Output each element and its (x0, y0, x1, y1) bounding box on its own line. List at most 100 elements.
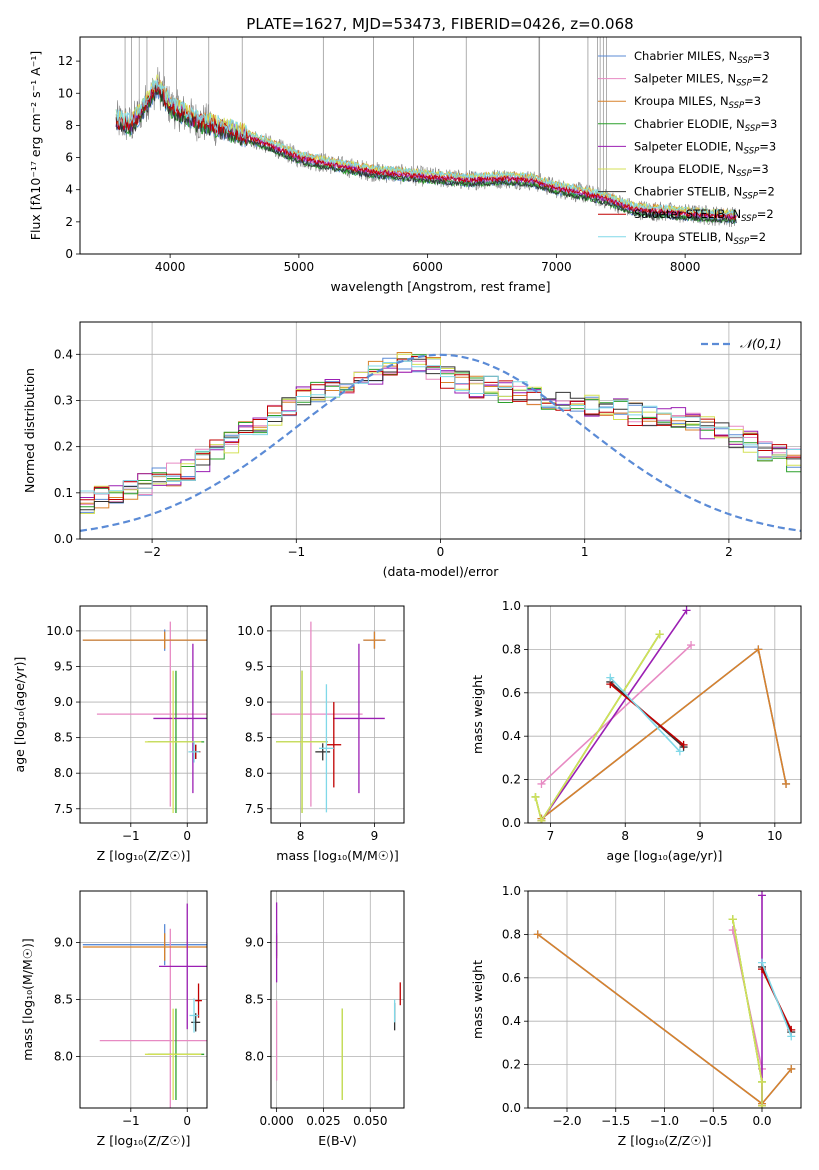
y-tick-label: 0.4 (502, 729, 521, 743)
model-histogram (80, 357, 801, 513)
y-axis-label: mass weight (470, 960, 485, 1039)
y-tick-label: 0.6 (502, 686, 521, 700)
y-tick-label: 0.8 (502, 927, 521, 941)
legend-entry: Chabrier MILES, NSSP=3 (634, 49, 770, 66)
weight-marker (728, 915, 737, 924)
weight-line (534, 633, 661, 823)
y-tick-label: 8.0 (54, 1050, 73, 1064)
y-tick-label: 10 (58, 86, 73, 100)
x-tick-label: −0.5 (699, 1114, 728, 1128)
legend-value: =2 (752, 72, 769, 86)
x-tick-label: 0 (437, 545, 445, 559)
weight-marker (537, 816, 546, 823)
x-tick-label: 0.050 (353, 1114, 387, 1128)
legend-entry: Salpeter STELIB, NSSP=2 (634, 207, 774, 224)
model-spectrum (115, 79, 737, 216)
legend-entry: Salpeter ELODIE, NSSP=3 (634, 139, 776, 156)
model-spectrum (115, 81, 737, 221)
weight-marker (531, 792, 540, 801)
legend-subscript: SSP (736, 79, 752, 89)
x-tick-label: 0.0 (752, 1114, 771, 1128)
y-tick-label: 0.4 (54, 347, 73, 361)
weight-lines (531, 606, 791, 823)
error-bars (82, 903, 207, 1108)
y-tick-label: 9.0 (54, 695, 73, 709)
x-tick-label: 0 (183, 1114, 191, 1128)
legend-value: =3 (753, 49, 770, 63)
gaussian-curve (80, 353, 801, 532)
x-tick-label: 8 (621, 829, 629, 843)
legend-entry: Chabrier STELIB, NSSP=2 (634, 185, 775, 202)
mass-vs-metallicity-panel: −1 0 8.0 8.5 9.0 Z [log₁₀(Z/Z☉)] mass [log₁₀(M… (20, 890, 208, 1148)
spectrum-lines (115, 37, 737, 228)
legend-subscript: SSP (729, 101, 745, 111)
weight-marker (758, 891, 766, 900)
weight-marker (758, 1077, 766, 1086)
legend-value: =3 (759, 139, 776, 153)
x-tick-label: −1.0 (650, 1114, 679, 1128)
x-axis-label: mass [log₁₀(M/M☉)] (276, 848, 398, 863)
legend-subscript: SSP (745, 124, 761, 134)
y-tick-label: 0.8 (502, 642, 521, 656)
y-tick-label: 0.3 (54, 393, 73, 407)
axes-frame (270, 605, 405, 824)
x-tick-label: 0.000 (259, 1114, 293, 1128)
weight-marker (655, 630, 664, 639)
x-tick-label: −1 (122, 1114, 140, 1128)
x-tick-label: −1 (287, 545, 305, 559)
legend-subscript: SSP (736, 169, 752, 179)
x-tick-label: 2 (725, 545, 733, 559)
spectrum-panel: Chabrier MILES, NSSP=3 Salpeter MILES, NS… (28, 36, 802, 294)
axes-frame (79, 605, 208, 824)
y-tick-label: 7.5 (245, 802, 264, 816)
model-histogram (80, 360, 801, 505)
weight-vs-metallicity-panel: −2.0 −1.5 −1.0 −0.5 0.0 0.0 0.2 0.4 0.6 0.8 1.0 Z [… (470, 884, 802, 1148)
x-tick-label: 6000 (412, 260, 443, 274)
legend-subscript: SSP (742, 192, 758, 202)
legend-entry: Kroupa STELIB, NSSP=2 (634, 230, 766, 247)
error-bars (82, 621, 207, 814)
y-tick-label: 0.1 (54, 486, 73, 500)
x-tick-label: 5000 (284, 260, 315, 274)
legend-value: =2 (757, 207, 774, 221)
legend-value: =3 (752, 162, 769, 176)
y-tick-label: 8.5 (54, 731, 73, 745)
weight-marker (758, 958, 766, 967)
y-tick-label: 9.0 (245, 935, 264, 949)
y-tick-label: 0.0 (502, 816, 521, 830)
legend-value: =3 (744, 94, 761, 108)
figure-title: PLATE=1627, MJD=53473, FIBERID=0426, z=0… (246, 15, 633, 33)
y-tick-label: 0.2 (54, 440, 73, 454)
residuals-panel: 𝒩(0,1) −2 −1 0 1 2 0.0 0.1 0.2 0.3 0.4 (data-model)… (22, 321, 802, 579)
mass-vs-ebv-panel: 0.000 0.025 0.050 8.0 8.5 9.0 E(B-V) (245, 890, 405, 1148)
x-axis-label: E(B-V) (318, 1133, 357, 1148)
legend-subscript: SSP (744, 146, 760, 156)
x-tick-label: 1 (581, 545, 589, 559)
y-tick-label: 7.5 (54, 802, 73, 816)
y-tick-label: 8.0 (54, 766, 73, 780)
x-tick-label: 9 (371, 829, 379, 843)
weight-marker (606, 673, 615, 682)
age-vs-mass-panel: 8 9 7.5 8.0 8.5 9.0 9.5 10.0 mass [log₁₀(M/M☉)] (237, 605, 405, 863)
x-tick-label: 9 (696, 829, 704, 843)
y-axis-label: Flux [fλ10⁻¹⁷ erg cm⁻² s⁻¹ A⁻¹] (28, 51, 43, 240)
weight-marker (682, 606, 691, 615)
weight-marker (537, 779, 546, 788)
weight-marker (533, 930, 542, 939)
legend-value: =2 (758, 185, 775, 199)
x-axis-label: Z [log₁₀(Z/Z☉)] (97, 848, 191, 863)
x-tick-label: 10 (767, 829, 782, 843)
weight-line (732, 919, 763, 1106)
legend-value: =3 (760, 117, 777, 131)
weight-line (609, 677, 681, 752)
y-tick-label: 10.0 (237, 624, 264, 638)
axes-frame (527, 605, 802, 824)
x-axis-label: wavelength [Angstrom, rest frame] (330, 279, 550, 294)
y-tick-label: 0 (65, 247, 73, 261)
y-axis-label: mass [log₁₀(M/M☉)] (20, 938, 35, 1060)
y-tick-label: 8.5 (54, 993, 73, 1007)
weight-marker (787, 1032, 796, 1041)
x-axis-label: Z [log₁₀(Z/Z☉)] (97, 1133, 191, 1148)
y-tick-label: 8 (65, 118, 73, 132)
weight-marker (687, 641, 696, 650)
